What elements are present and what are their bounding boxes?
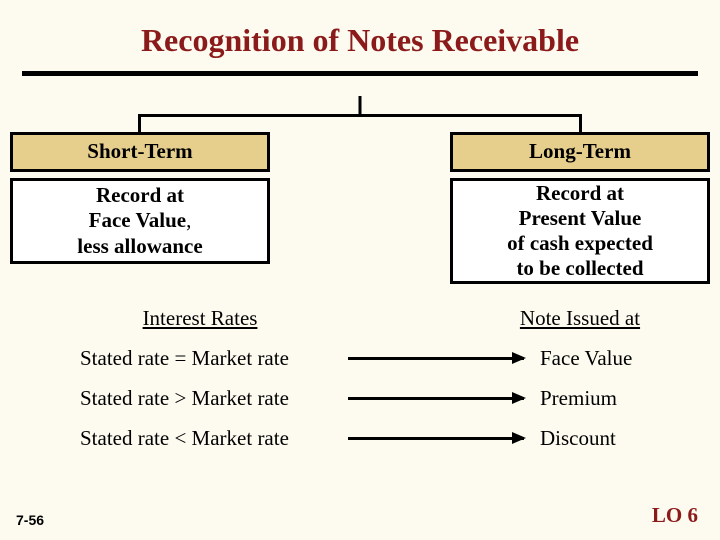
- short-term-body-box: Record at Face Value, less allowance: [10, 178, 270, 264]
- rates-section: Interest Rates Note Issued at Stated rat…: [0, 306, 720, 451]
- interest-rates-header: Interest Rates: [80, 306, 320, 331]
- long-term-header-box: Long-Term: [450, 132, 710, 172]
- arrow-icon: [348, 437, 524, 440]
- rate-condition: Stated rate > Market rate: [80, 386, 340, 411]
- arrow-icon: [348, 397, 524, 400]
- rate-condition: Stated rate < Market rate: [80, 426, 340, 451]
- short-term-header-box: Short-Term: [10, 132, 270, 172]
- long-term-body-box: Record at Present Value of cash expected…: [450, 178, 710, 284]
- note-issued-header: Note Issued at: [500, 306, 660, 331]
- long-term-line3: of cash expected: [507, 231, 653, 256]
- rates-row: Stated rate > Market rate Premium: [80, 385, 660, 411]
- connector-horizontal: [138, 114, 582, 117]
- rate-result: Premium: [540, 386, 660, 411]
- rates-row: Stated rate < Market rate Discount: [80, 425, 660, 451]
- rates-row: Stated rate = Market rate Face Value: [80, 345, 660, 371]
- short-term-line2: Face Value,: [89, 208, 192, 233]
- diagram-area: Short-Term Long-Term Record at Face Valu…: [40, 96, 680, 286]
- connector-right-drop: [579, 114, 582, 132]
- long-term-label: Long-Term: [529, 139, 631, 164]
- rates-headers-row: Interest Rates Note Issued at: [80, 306, 660, 331]
- face-value-comma: ,: [186, 208, 191, 232]
- connector-top: [359, 96, 362, 114]
- short-term-line1: Record at: [96, 183, 184, 208]
- rate-result: Discount: [540, 426, 660, 451]
- long-term-line1: Record at: [536, 181, 624, 206]
- slide-title: Recognition of Notes Receivable: [0, 0, 720, 71]
- short-term-label: Short-Term: [87, 139, 192, 164]
- short-term-line3: less allowance: [77, 234, 202, 259]
- long-term-line4: to be collected: [516, 256, 643, 281]
- slide-number: 7-56: [16, 512, 44, 528]
- arrow-icon: [348, 357, 524, 360]
- face-value-bold: Face Value: [89, 208, 186, 232]
- rate-condition: Stated rate = Market rate: [80, 346, 340, 371]
- learning-objective: LO 6: [652, 503, 698, 528]
- title-underline: [22, 71, 698, 76]
- long-term-line2: Present Value: [519, 206, 642, 231]
- rate-result: Face Value: [540, 346, 660, 371]
- connector-left-drop: [138, 114, 141, 132]
